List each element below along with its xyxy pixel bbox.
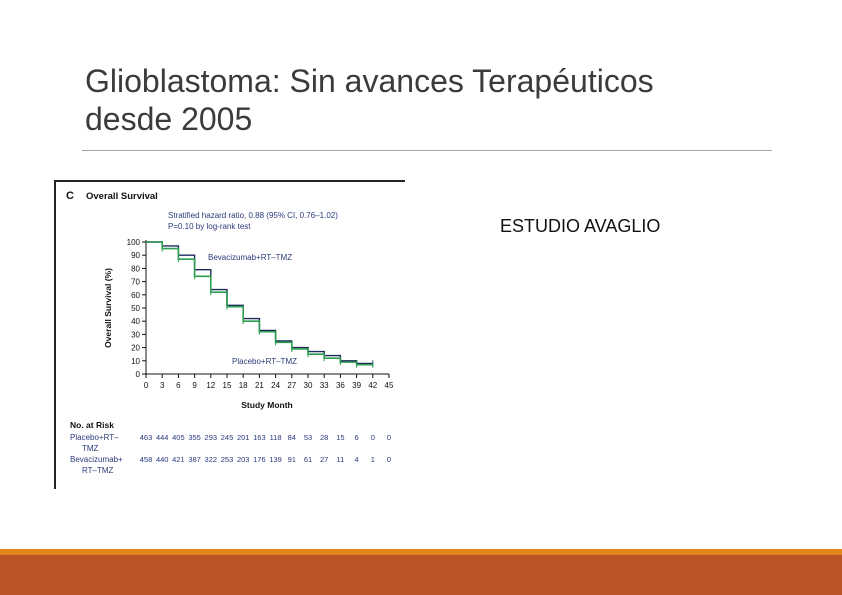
x-tick-label: 21 — [255, 381, 264, 390]
risk-value-bevacizumab: 421 — [172, 455, 185, 464]
x-tick-label: 6 — [176, 381, 181, 390]
y-axis-label: Overall Survival (%) — [103, 268, 113, 348]
series-line-placebo — [146, 241, 373, 366]
risk-value-placebo: 463 — [140, 433, 153, 442]
x-tick-label: 45 — [385, 381, 394, 390]
risk-value-placebo: 28 — [320, 433, 328, 442]
x-tick-label: 3 — [160, 381, 165, 390]
y-tick-label: 70 — [131, 278, 140, 287]
y-tick-label: 50 — [131, 304, 140, 313]
x-tick-label: 36 — [336, 381, 345, 390]
x-tick-label: 9 — [192, 381, 197, 390]
series-label-placebo: Placebo+RT–TMZ — [232, 357, 297, 366]
y-tick-label: 30 — [131, 330, 140, 339]
y-tick-label: 60 — [131, 291, 140, 300]
footer-accent-bar — [0, 549, 842, 555]
risk-value-bevacizumab: 1 — [371, 455, 375, 464]
y-tick-label: 20 — [131, 344, 140, 353]
x-axis-label: Study Month — [241, 400, 292, 410]
risk-value-placebo: 293 — [205, 433, 218, 442]
x-tick-label: 0 — [144, 381, 149, 390]
x-tick-label: 42 — [368, 381, 377, 390]
risk-value-bevacizumab: 322 — [205, 455, 218, 464]
risk-value-placebo: 15 — [336, 433, 344, 442]
x-tick-label: 30 — [304, 381, 313, 390]
title-divider — [82, 150, 772, 151]
risk-value-bevacizumab: 440 — [156, 455, 169, 464]
risk-row-bev-label-2: RT–TMZ — [82, 466, 114, 475]
kaplan-meier-chart: C Overall Survival Stratified hazard rat… — [66, 190, 394, 475]
slide-title-line1: Glioblastoma: Sin avances Terapéuticos — [85, 63, 654, 99]
risk-value-placebo: 0 — [371, 433, 375, 442]
x-tick-label: 39 — [352, 381, 361, 390]
x-tick-label: 12 — [206, 381, 215, 390]
risk-value-bevacizumab: 176 — [253, 455, 266, 464]
y-tick-label: 10 — [131, 357, 140, 366]
x-tick-label: 18 — [239, 381, 248, 390]
risk-value-placebo: 84 — [288, 433, 296, 442]
y-tick-label: 80 — [131, 264, 140, 273]
risk-row-bev-label-1: Bevacizumab+ — [70, 455, 123, 464]
stats-line-2: P=0.10 by log-rank test — [168, 222, 251, 231]
risk-value-bevacizumab: 91 — [288, 455, 296, 464]
risk-value-bevacizumab: 61 — [304, 455, 312, 464]
risk-row-placebo-label-1: Placebo+RT– — [70, 433, 119, 442]
risk-value-placebo: 6 — [355, 433, 359, 442]
series-label-bevacizumab: Bevacizumab+RT–TMZ — [208, 253, 292, 262]
x-tick-label: 33 — [320, 381, 329, 390]
risk-value-placebo: 405 — [172, 433, 185, 442]
x-tick-label: 27 — [287, 381, 296, 390]
slide-title-line2: desde 2005 — [85, 101, 253, 137]
risk-value-placebo: 118 — [270, 433, 282, 442]
slide-title: Glioblastoma: Sin avances Terapéuticos d… — [85, 62, 775, 138]
risk-value-bevacizumab: 203 — [237, 455, 250, 464]
risk-value-placebo: 0 — [387, 433, 391, 442]
study-label: ESTUDIO AVAGLIO — [500, 216, 661, 236]
y-tick-label: 100 — [127, 238, 141, 247]
risk-value-bevacizumab: 253 — [221, 455, 234, 464]
risk-value-bevacizumab: 458 — [140, 455, 153, 464]
risk-value-bevacizumab: 139 — [269, 455, 282, 464]
x-tick-label: 24 — [271, 381, 280, 390]
x-tick-label: 15 — [223, 381, 232, 390]
survival-figure: C Overall Survival Stratified hazard rat… — [54, 180, 405, 489]
y-tick-label: 90 — [131, 251, 140, 260]
risk-value-placebo: 201 — [237, 433, 250, 442]
risk-row-placebo-label-2: TMZ — [82, 444, 99, 453]
risk-value-placebo: 444 — [156, 433, 169, 442]
risk-value-placebo: 53 — [304, 433, 312, 442]
stats-line-1: Stratified hazard ratio, 0.88 (95% CI, 0… — [168, 211, 338, 220]
risk-value-bevacizumab: 0 — [387, 455, 391, 464]
risk-value-bevacizumab: 387 — [188, 455, 201, 464]
y-tick-label: 0 — [136, 370, 141, 379]
risk-value-bevacizumab: 11 — [337, 455, 345, 464]
risk-value-bevacizumab: 27 — [320, 455, 328, 464]
risk-value-bevacizumab: 4 — [355, 455, 359, 464]
footer-bar — [0, 555, 842, 595]
chart-title: Overall Survival — [86, 191, 158, 202]
risk-value-placebo: 163 — [253, 433, 266, 442]
risk-value-placebo: 245 — [221, 433, 234, 442]
risk-table-header: No. at Risk — [70, 420, 114, 430]
risk-value-placebo: 355 — [188, 433, 201, 442]
y-tick-label: 40 — [131, 317, 140, 326]
panel-letter: C — [66, 190, 74, 202]
